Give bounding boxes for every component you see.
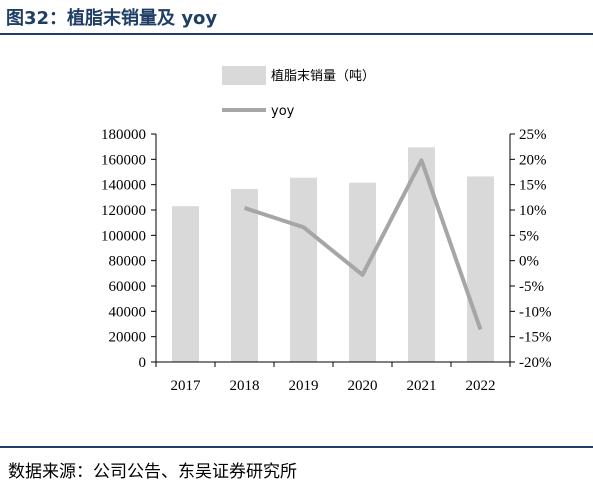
bar-series (172, 147, 494, 362)
right-axis-tick-label: -10% (519, 304, 552, 320)
right-axis-tick-label: 15% (519, 178, 547, 194)
left-axis-tick-label: 0 (139, 355, 147, 371)
axes: 0 20000 40000 60000 80000 100000 120000 140000 1… (101, 127, 552, 394)
bar (290, 177, 317, 362)
x-axis-tick-label: 2022 (466, 378, 496, 394)
figure-title: 图32：植脂末销量及 yoy (6, 8, 218, 29)
right-axis-tick-label: 5% (519, 228, 539, 244)
left-axis-tick-label: 160000 (101, 152, 146, 168)
legend-bar-swatch (222, 66, 266, 85)
left-axis-tick-label: 100000 (101, 228, 146, 244)
left-axis-tick-label: 20000 (109, 330, 147, 346)
legend: 植脂末销量（吨） yoy (222, 66, 375, 119)
left-axis-tick-label: 180000 (101, 127, 146, 143)
right-axis-tick-label: 0% (519, 254, 539, 270)
legend-bar-label: 植脂末销量（吨） (271, 69, 375, 84)
bar (172, 206, 199, 362)
right-axis-tick-label: -15% (519, 330, 552, 346)
x-axis-tick-label: 2021 (407, 378, 437, 394)
line-series (243, 158, 483, 331)
x-axis-tick-label: 2018 (230, 378, 260, 394)
left-axis-tick-label: 120000 (101, 203, 146, 219)
left-axis-tick-label: 40000 (109, 304, 147, 320)
right-axis-tick-label: -5% (519, 279, 544, 295)
title-divider (0, 33, 593, 35)
left-axis-tick-label: 80000 (109, 254, 147, 270)
legend-line-label: yoy (271, 104, 295, 119)
source-divider (0, 446, 593, 448)
left-axis-tick-label: 140000 (101, 178, 146, 194)
x-axis-tick-label: 2017 (171, 378, 202, 394)
x-axis-tick-label: 2020 (348, 378, 378, 394)
right-axis-tick-label: 25% (519, 127, 547, 143)
right-axis-tick-label: -20% (519, 355, 552, 371)
bar (467, 176, 494, 362)
x-axis-tick-label: 2019 (289, 378, 319, 394)
right-axis-tick-label: 10% (519, 203, 547, 219)
right-axis-tick-label: 20% (519, 152, 547, 168)
bar (231, 189, 258, 362)
left-axis-tick-label: 60000 (109, 279, 147, 295)
source-note: 数据来源：公司公告、东吴证券研究所 (8, 462, 297, 482)
